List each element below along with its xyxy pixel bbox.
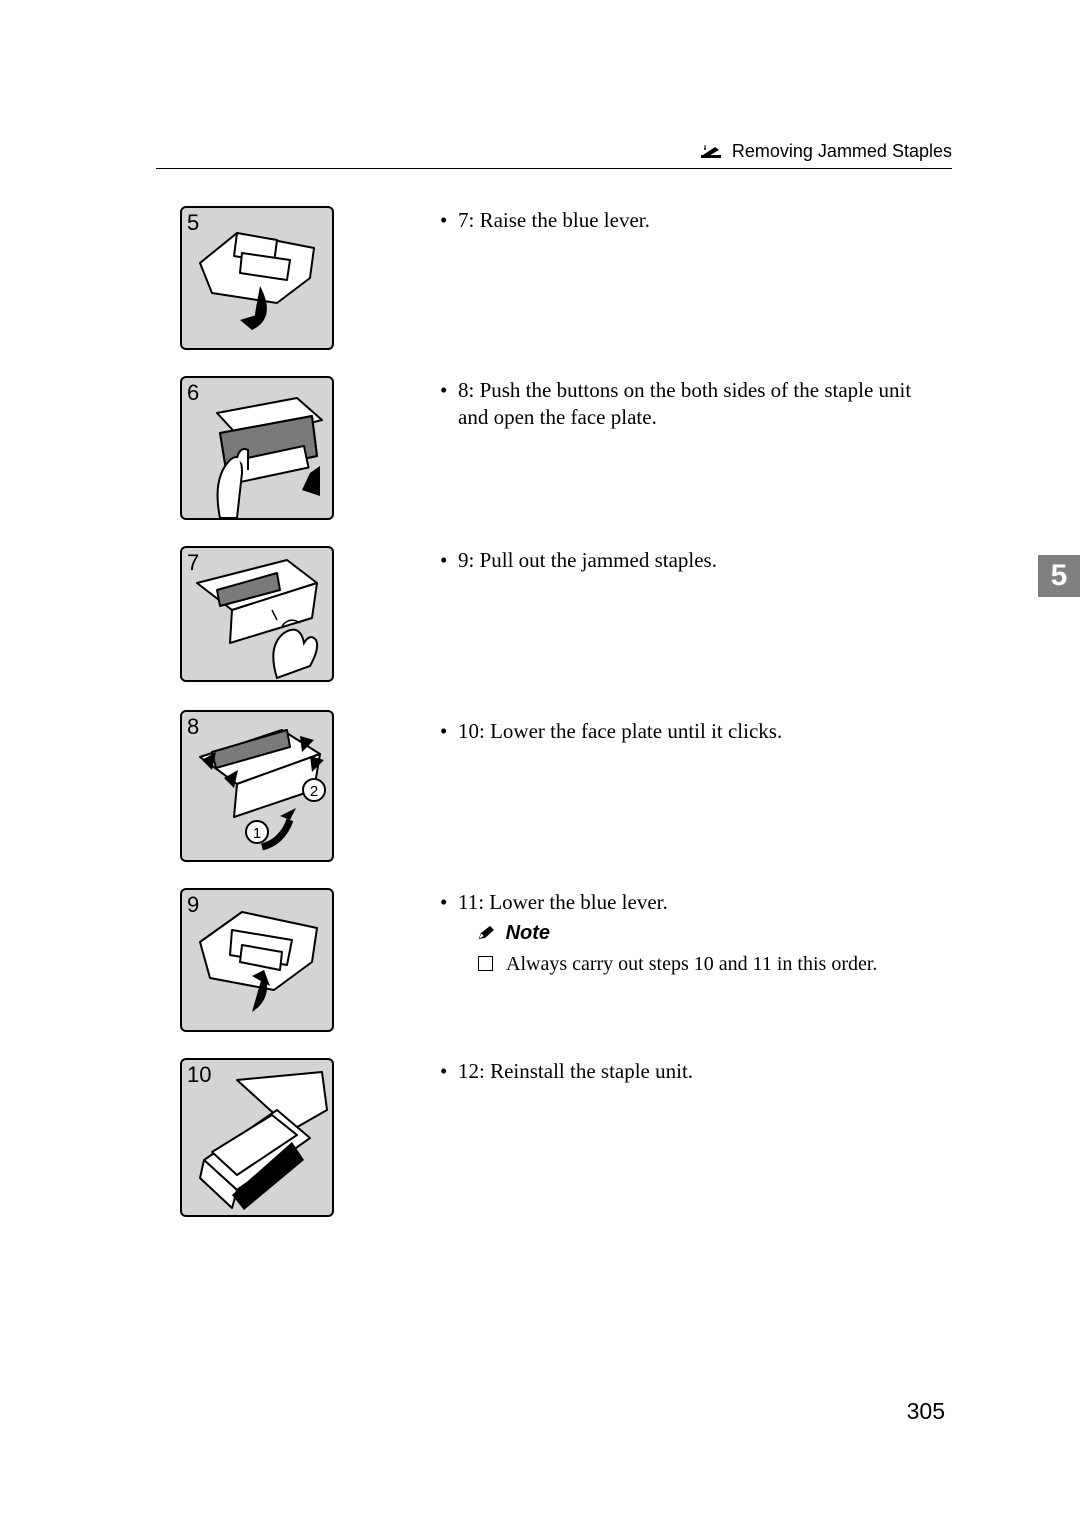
step-text: 11: Lower the blue lever.: [458, 890, 668, 914]
step-text: 12: Reinstall the staple unit.: [458, 1059, 693, 1083]
figure-number: 6: [187, 380, 199, 406]
pencil-icon: [478, 925, 496, 941]
stapler-icon: [701, 143, 721, 164]
figure-number: 7: [187, 550, 199, 576]
header-title: Removing Jammed Staples: [732, 141, 952, 161]
step-11: • 11: Lower the blue lever.: [458, 889, 924, 916]
page-number: 305: [907, 1398, 945, 1425]
figure-number: 10: [187, 1062, 211, 1088]
page: Removing Jammed Staples 5 5 6: [0, 0, 1080, 1525]
note-heading-text: Note: [506, 922, 550, 944]
page-header: Removing Jammed Staples: [156, 143, 952, 169]
figure-9: 9: [180, 888, 334, 1032]
bullet-icon: •: [440, 207, 447, 234]
figure-number: 9: [187, 892, 199, 918]
figure-8: 8 1 2: [180, 710, 334, 862]
figure-5: 5: [180, 206, 334, 350]
svg-text:1: 1: [253, 825, 261, 842]
step-7: • 7: Raise the blue lever.: [458, 207, 924, 234]
bullet-icon: •: [440, 889, 447, 916]
svg-text:2: 2: [310, 783, 318, 800]
figure-7: 7: [180, 546, 334, 682]
header-title-container: Removing Jammed Staples: [701, 141, 952, 164]
figure-number: 8: [187, 714, 199, 740]
step-text: 8: Push the buttons on the both sides of…: [458, 378, 911, 429]
note-item: Always carry out steps 10 and 11 in this…: [478, 951, 924, 978]
note-heading: Note: [478, 922, 924, 945]
bullet-icon: •: [440, 547, 447, 574]
step-9: • 9: Pull out the jammed staples.: [458, 547, 924, 574]
bullet-icon: •: [440, 377, 447, 404]
figure-6: 6: [180, 376, 334, 520]
step-8: • 8: Push the buttons on the both sides …: [458, 377, 924, 432]
step-text: 9: Pull out the jammed staples.: [458, 548, 717, 572]
bullet-icon: •: [440, 1058, 447, 1085]
bullet-icon: •: [440, 718, 447, 745]
figure-number: 5: [187, 210, 199, 236]
step-10: • 10: Lower the face plate until it clic…: [458, 718, 924, 745]
step-text: 10: Lower the face plate until it clicks…: [458, 719, 782, 743]
step-12: • 12: Reinstall the staple unit.: [458, 1058, 924, 1085]
section-tab: 5: [1038, 555, 1080, 597]
note-block: Note Always carry out steps 10 and 11 in…: [478, 922, 924, 978]
figure-10: 10: [180, 1058, 334, 1217]
step-text: 7: Raise the blue lever.: [458, 208, 650, 232]
